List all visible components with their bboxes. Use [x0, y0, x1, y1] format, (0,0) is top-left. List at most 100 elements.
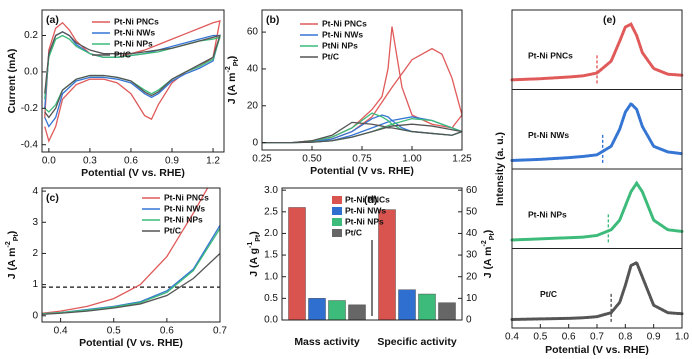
series-line — [510, 101, 684, 162]
series-line — [42, 225, 220, 315]
legend-label: Pt-Ni NWs — [114, 27, 155, 37]
legend-swatch — [332, 207, 342, 215]
series-line — [510, 180, 684, 242]
y-tick-label: -0.2 — [21, 103, 39, 114]
legend-swatch — [332, 218, 342, 226]
legend-label: Pt/C — [114, 49, 131, 59]
x-tick-label: 1.0 — [675, 332, 689, 343]
series-line — [262, 112, 462, 144]
bar — [438, 302, 456, 321]
x-tick-label: 0.9 — [647, 332, 661, 343]
y-tick-label: 2 — [32, 248, 38, 259]
axis-title: J (A g-1Pt) — [247, 231, 262, 277]
panel-label: (b) — [266, 14, 279, 26]
x-tick-label: 0.5 — [533, 332, 547, 343]
y-tick-label: 2.0 — [264, 228, 278, 239]
legend-swatch — [332, 196, 342, 204]
x-axis-title: Potential (V vs. RHE) — [310, 165, 414, 177]
x-tick-label: 0.7 — [590, 332, 604, 343]
x-tick-label: 0.6 — [160, 326, 174, 337]
x-tick-label: 0.6 — [124, 156, 138, 167]
axis-title-part: ) — [226, 56, 238, 60]
axis-title-part: Pt — [255, 234, 262, 242]
axis-title-part: J (A g — [248, 248, 260, 277]
axis-title-part: ) — [248, 231, 260, 235]
legend-label: Pt-Ni NPs — [164, 214, 203, 224]
panel-label: (a) — [46, 14, 59, 26]
legend-label: Pt/C — [345, 227, 362, 237]
legend-label: PtNi NPs — [322, 40, 358, 50]
x-axis-title: Potential (V vs. RHE) — [81, 167, 185, 179]
axis-title-part: ) — [6, 231, 18, 235]
axis-title-part: J (A m — [6, 248, 18, 280]
x-tick-label: 1.00 — [402, 154, 422, 165]
axis-title: J (A m-2Pt) — [225, 56, 240, 104]
bar — [308, 298, 326, 321]
y-tick-label: 1.0 — [264, 271, 278, 282]
series-label: Pt/C — [540, 289, 557, 299]
y-tick-label: 0 — [32, 310, 38, 321]
series-label: Pt-Ni NWs — [528, 130, 569, 140]
series-label: Pt-Ni PNCs — [528, 50, 573, 60]
bar — [398, 289, 416, 321]
bar — [348, 304, 366, 321]
axis-title-part: Pt — [489, 233, 496, 241]
legend-label: Pt/C — [322, 51, 339, 61]
axis-title-part: -2 — [481, 240, 488, 246]
axes-frame — [281, 187, 463, 321]
axis-title-part: Pt — [13, 234, 20, 242]
series-line — [42, 188, 209, 314]
x-tick-label: 0.5 — [107, 326, 121, 337]
y-tick-label: 4 — [32, 186, 38, 197]
legend-label: Pt-Ni PNCs — [322, 18, 367, 28]
y-tick-label: 1.5 — [264, 250, 278, 261]
x-tick-label: 0.0 — [42, 156, 56, 167]
panel-label: (d) — [364, 194, 377, 206]
y-tick-label: 3.0 — [264, 185, 278, 196]
axis-title-part: -2 — [225, 66, 232, 72]
axis-title-part: -1 — [247, 242, 254, 248]
bar — [418, 293, 436, 321]
y-tick-label: 0.2 — [24, 30, 38, 41]
series-line — [510, 22, 684, 82]
y-tick-label: 20 — [247, 100, 259, 111]
plot-area — [42, 188, 220, 316]
x-tick-label: 0.25 — [252, 154, 272, 165]
legend-label: Pt-Ni NPs — [345, 216, 384, 226]
y-tick-label: 40 — [466, 228, 478, 239]
y-tick-label: 2.5 — [264, 206, 278, 217]
y-tick-label: 0.0 — [264, 315, 278, 326]
x-tick-label: Specific activity — [377, 336, 457, 348]
series-line — [42, 252, 220, 316]
y-tick-label: 0.5 — [264, 293, 278, 304]
x-tick-label: 0.50 — [302, 154, 322, 165]
y-tick-label: 20 — [466, 271, 478, 282]
axis-title-part: J (A m — [482, 247, 494, 279]
axis-title-part: -2 — [5, 241, 12, 247]
legend-label: Pt-Ni PNCs — [114, 16, 159, 26]
x-tick-label: 0.4 — [505, 332, 519, 343]
bar — [288, 207, 306, 321]
series-line — [262, 121, 462, 144]
legend-label: Pt-Ni NWs — [345, 205, 386, 215]
y-tick-label: 50 — [466, 206, 478, 217]
y-tick-label: 0 — [466, 315, 472, 326]
axes-frame — [41, 9, 225, 153]
y-tick-label: 30 — [466, 250, 478, 261]
x-tick-label: 0.4 — [54, 326, 68, 337]
bar — [328, 300, 346, 321]
x-tick-label: 0.75 — [352, 154, 372, 165]
x-tick-label: 0.6 — [562, 332, 576, 343]
series-line — [42, 228, 220, 315]
series-label: Pt-Ni NPs — [528, 209, 567, 219]
panel-label: (c) — [46, 192, 59, 204]
axis-title-part: J (A m — [226, 73, 238, 105]
y-tick-label: 3 — [32, 217, 38, 228]
x-axis-title: Potential (V vs. RHE) — [545, 344, 649, 356]
legend-label: Pt-Ni NWs — [322, 29, 363, 39]
legend-label: Pt-Ni NWs — [164, 203, 205, 213]
x-tick-label: 1.25 — [452, 154, 472, 165]
axis-title-part: Pt — [233, 59, 240, 67]
y-tick-label: 60 — [247, 27, 259, 38]
